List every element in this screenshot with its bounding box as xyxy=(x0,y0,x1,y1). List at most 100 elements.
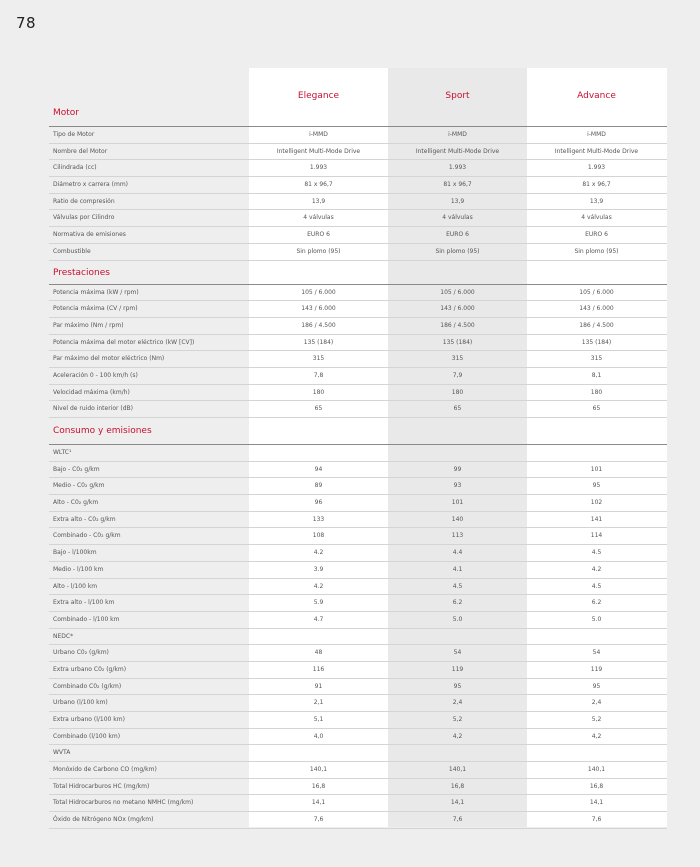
cell-sport: 14,1 xyxy=(450,799,465,807)
cell-advance: Sin plomo (95) xyxy=(574,247,619,255)
table-row: NEDC* xyxy=(49,629,667,646)
table-row: Potencia máxima del motor eléctrico (kW … xyxy=(49,335,667,352)
cell-elegance: 91 xyxy=(314,682,323,690)
cell-elegance: 81 x 96,7 xyxy=(304,181,333,189)
cell-elegance: EURO 6 xyxy=(307,231,330,239)
cell-sport: 135 (184) xyxy=(442,338,473,346)
section-title: Consumo y emisiones xyxy=(53,426,152,436)
section-header: Motor xyxy=(49,108,667,127)
column-bg-advance xyxy=(527,68,667,827)
cell-sport: 81 x 96,7 xyxy=(443,181,472,189)
cell-elegance: 65 xyxy=(314,405,323,413)
table-row: Diámetro x carrera (mm) 81 x 96,7 81 x 96,… xyxy=(49,177,667,194)
row-label: Bajo - l/100km xyxy=(53,549,97,557)
cell-elegance: 48 xyxy=(314,649,323,657)
cell-elegance: 94 xyxy=(314,465,323,473)
cell-elegance: 14,1 xyxy=(311,799,326,807)
row-label: Combinado (l/100 km) xyxy=(53,732,121,740)
table-row: Combinado (l/100 km) 4,0 4,2 4,2 xyxy=(49,729,667,746)
cell-elegance: 5.9 xyxy=(313,599,324,607)
row-label: Ratio de compresión xyxy=(53,197,115,205)
cell-advance: 81 x 96,7 xyxy=(582,181,611,189)
cell-advance: 114 xyxy=(590,532,603,540)
cell-sport: 5,2 xyxy=(452,716,463,723)
table-row: Aceleración 0 - 100 km/h (s) 7,8 7,9 8,1 xyxy=(49,368,667,385)
cell-elegance: 105 / 6.000 xyxy=(301,288,336,296)
cell-advance: 5.0 xyxy=(591,615,602,623)
cell-sport: 4.1 xyxy=(452,565,463,573)
cell-sport: 65 xyxy=(453,405,462,413)
table-row: Tipo de Motor i-MMD i-MMD i-MMD xyxy=(49,127,667,144)
cell-advance: EURO 6 xyxy=(585,231,608,239)
table-row: Par máximo del motor eléctrico (Nm) 315 31… xyxy=(49,351,667,368)
row-label: Monóxido de Carbono CO (mg/km) xyxy=(53,766,157,774)
cell-elegance: 140,1 xyxy=(309,766,328,774)
row-label: Extra alto - l/100 km xyxy=(53,599,115,607)
table-row: Urbano C0₂ (g/km) 48 54 54 xyxy=(49,645,667,662)
cell-elegance: 96 xyxy=(314,499,323,507)
table-row: Total Hidrocarburos no metano NMHC (mg/k… xyxy=(49,795,667,813)
cell-sport: Intelligent Multi-Mode Drive xyxy=(415,147,500,155)
table-row: Extra urbano C0₂ (g/km) 116 119 119 xyxy=(49,662,667,679)
cell-advance: 135 (184) xyxy=(581,338,612,346)
cell-sport: 4 válvulas xyxy=(442,214,473,222)
row-label: Potencia máxima (kW / rpm) xyxy=(53,288,139,296)
cell-sport: 186 / 4.500 xyxy=(440,321,475,329)
column-header-advance: Advance xyxy=(577,91,616,101)
cell-advance: 119 xyxy=(590,665,603,673)
cell-advance: 101 xyxy=(590,465,603,473)
section-title: Prestaciones xyxy=(53,267,110,278)
cell-elegance: Intelligent Multi-Mode Drive xyxy=(276,147,361,155)
table-row: Alto - C0₂ g/km 96 101 102 xyxy=(49,495,667,512)
cell-sport: 140,1 xyxy=(448,766,467,774)
row-label: Normativa de emisiones xyxy=(53,231,126,239)
cell-sport: 180 xyxy=(451,388,464,396)
cell-advance: 186 / 4.500 xyxy=(579,321,614,329)
column-bg-sport xyxy=(388,68,527,827)
cell-sport: 54 xyxy=(453,649,462,657)
cell-sport: 6.2 xyxy=(452,599,463,607)
table-row: Óxido de Nitrógeno NOx (mg/km) 7,6 7,6 7,6 xyxy=(49,812,667,829)
section-header: Consumo y emisiones xyxy=(49,418,667,445)
cell-sport: 4.4 xyxy=(452,549,463,557)
cell-advance: 4.5 xyxy=(591,582,602,590)
cell-advance: 8,1 xyxy=(591,371,602,379)
cell-sport: 101 xyxy=(451,499,464,507)
table-row: Nivel de ruido interior (dB) 65 65 65 xyxy=(49,401,667,418)
cell-sport: 93 xyxy=(453,482,462,490)
table-row: Urbano (l/100 km) 2,1 2,4 2,4 xyxy=(49,695,667,712)
row-label: Urbano C0₂ (g/km) xyxy=(53,649,109,657)
cell-sport: 4.5 xyxy=(452,582,463,590)
row-label: Cilindrada (cc) xyxy=(53,164,97,172)
table-row: Combustible Sin plomo (95) Sin plomo (95) S… xyxy=(49,244,667,261)
table-row: Cilindrada (cc) 1.993 1.993 1.993 xyxy=(49,160,667,178)
cell-elegance: 89 xyxy=(314,482,323,490)
row-label: Tipo de Motor xyxy=(53,131,95,138)
row-label: Bajo - C0₂ g/km xyxy=(53,465,100,473)
cell-elegance: 7,8 xyxy=(313,371,324,379)
table-row: WVTA xyxy=(49,745,667,763)
row-label: Alto - l/100 km xyxy=(53,582,98,590)
cell-sport: 113 xyxy=(451,532,464,540)
row-label: Diámetro x carrera (mm) xyxy=(53,181,129,189)
table-row: Potencia máxima (CV / rpm) 143 / 6.000 143… xyxy=(49,301,667,318)
cell-sport: 4,2 xyxy=(452,732,463,740)
cell-advance: 5,2 xyxy=(591,716,602,723)
cell-advance: 105 / 6.000 xyxy=(579,288,614,296)
row-label: Óxido de Nitrógeno NOx (mg/km) xyxy=(53,816,154,824)
table-row: Potencia máxima (kW / rpm) 105 / 6.000 105… xyxy=(49,285,667,302)
cell-elegance: 133 xyxy=(312,515,325,523)
cell-elegance: 3.9 xyxy=(313,565,324,573)
table-row: Medio - C0₂ g/km 89 93 95 xyxy=(49,478,667,496)
cell-elegance: 4.2 xyxy=(313,582,324,590)
cell-elegance: 13,9 xyxy=(311,197,326,205)
cell-elegance: Sin plomo (95) xyxy=(296,247,341,255)
cell-advance: 16,8 xyxy=(589,782,604,790)
cell-sport: 7,6 xyxy=(452,816,463,824)
table-row: Extra urbano (l/100 km) 5,1 5,2 5,2 xyxy=(49,712,667,729)
cell-elegance: 186 / 4.500 xyxy=(301,321,336,329)
table-row: Medio - l/100 km 3.9 4.1 4.2 xyxy=(49,562,667,579)
row-label: Extra urbano C0₂ (g/km) xyxy=(53,665,127,673)
row-label: WVTA xyxy=(53,749,71,757)
cell-advance: i-MMD xyxy=(587,131,606,138)
